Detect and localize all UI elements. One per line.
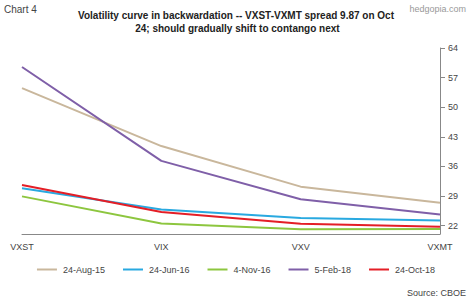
svg-text:hedgopia.com: hedgopia.com [409, 4, 466, 14]
svg-text:VIX: VIX [154, 242, 169, 252]
svg-text:Volatility curve in backwardat: Volatility curve in backwardation -- VXS… [78, 10, 395, 21]
svg-text:43: 43 [448, 132, 458, 142]
svg-text:5-Feb-18: 5-Feb-18 [315, 265, 352, 275]
svg-text:Source: CBOE: Source: CBOE [407, 288, 466, 298]
svg-text:64: 64 [448, 43, 458, 53]
svg-text:4-Nov-16: 4-Nov-16 [234, 265, 271, 275]
svg-text:24; should gradually shift to: 24; should gradually shift to contango n… [132, 23, 340, 34]
svg-text:50: 50 [448, 102, 458, 112]
svg-text:24-Oct-18: 24-Oct-18 [395, 265, 435, 275]
svg-text:VXST: VXST [10, 242, 34, 252]
svg-text:VXV: VXV [292, 242, 310, 252]
svg-text:29: 29 [448, 191, 458, 201]
svg-text:36: 36 [448, 161, 458, 171]
svg-text:24-Jun-16: 24-Jun-16 [149, 265, 190, 275]
svg-text:24-Aug-15: 24-Aug-15 [63, 265, 105, 275]
svg-text:22: 22 [448, 221, 458, 231]
svg-text:Chart 4: Chart 4 [4, 4, 37, 15]
svg-text:VXMT: VXMT [427, 242, 453, 252]
svg-text:57: 57 [448, 73, 458, 83]
